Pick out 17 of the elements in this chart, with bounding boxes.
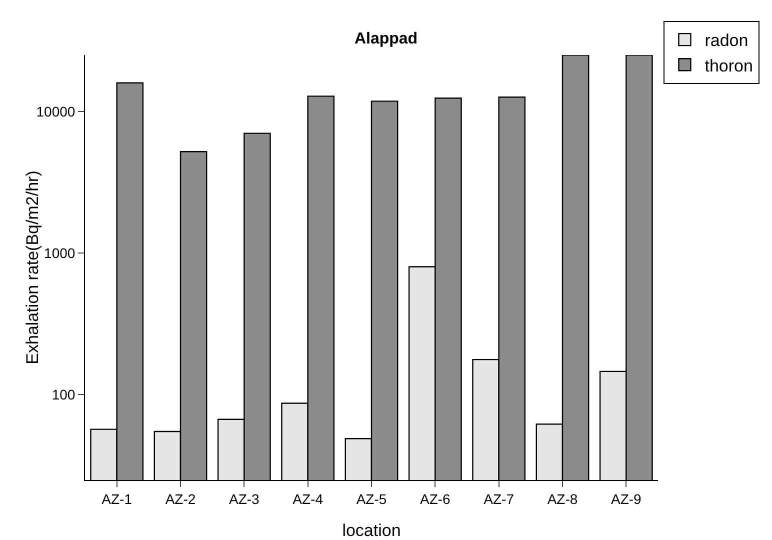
x-tick-label: AZ-2 [165, 490, 196, 507]
x-tick-label: AZ-7 [484, 490, 514, 507]
legend-label: thoron [704, 56, 753, 76]
y-axis-title: Exhalation rate(Bq/m2/hr) [23, 170, 42, 364]
y-tick-label: 100 [52, 386, 76, 403]
x-tick-label: AZ-4 [292, 490, 324, 507]
x-tick-label: AZ-5 [356, 490, 387, 507]
x-tick-label: AZ-1 [102, 490, 132, 507]
x-tick-label: AZ-6 [420, 490, 451, 507]
x-tick-label: AZ-3 [229, 490, 260, 507]
legend-label: radon [704, 31, 748, 50]
x-tick-label: AZ-8 [547, 490, 578, 507]
y-tick-label: 10000 [36, 103, 76, 120]
y-tick-label: 1000 [44, 244, 76, 261]
x-tick-label: AZ-9 [611, 490, 642, 507]
x-axis-title: location [342, 521, 401, 540]
chart-title: Alappad [354, 30, 418, 48]
